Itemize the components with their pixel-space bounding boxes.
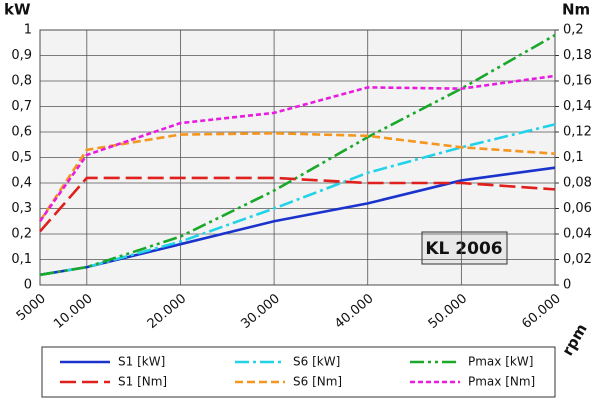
- y-tick-label: 0,2: [11, 227, 32, 242]
- x-tick-label: 5000: [14, 291, 49, 324]
- legend: [41, 346, 556, 398]
- y-tick-label: 0,6: [11, 125, 32, 140]
- x-axis-title: rpm: [558, 321, 590, 359]
- x-tick-label: 20.000: [145, 291, 189, 332]
- y-tick-label: 0,9: [11, 48, 32, 63]
- y2-tick-label: 0,16: [563, 74, 592, 89]
- y-tick-label: 0,3: [11, 201, 32, 216]
- y-tick-label: 1: [24, 23, 32, 38]
- y2-tick-label: 0,08: [563, 176, 592, 191]
- y-tick-label: 0,4: [11, 176, 32, 191]
- legend-label: S1 [kW]: [118, 355, 165, 369]
- x-tick-label: 30.000: [238, 291, 282, 332]
- annotation: KL 2006: [425, 239, 502, 259]
- y-axis-title: kW: [4, 1, 31, 19]
- x-tick-label: 40.000: [332, 291, 376, 332]
- y-tick-label: 0,1: [11, 252, 32, 267]
- y2-tick-label: 0,12: [563, 125, 592, 140]
- series-line: [39, 33, 556, 277]
- y2-tick-label: 0,1: [563, 150, 584, 165]
- y2-tick-label: 0,06: [563, 201, 592, 216]
- x-tick-label: 50.000: [426, 291, 470, 332]
- annotation-box: [421, 231, 508, 265]
- legend-label: S1 [Nm]: [118, 375, 167, 389]
- y-tick-label: 0,7: [11, 99, 32, 114]
- y-tick-label: 0: [24, 278, 32, 293]
- y2-tick-label: 0,18: [563, 48, 592, 63]
- series-line: [38, 131, 556, 222]
- y2-tick-label: 0: [563, 278, 571, 293]
- y2-tick-label: 0,02: [563, 252, 592, 267]
- series-line: [39, 166, 556, 277]
- legend-label: Pmax [kW]: [468, 355, 533, 369]
- x-tick-label: 10.000: [51, 291, 95, 332]
- y2-tick-label: 0,14: [563, 99, 592, 114]
- y-tick-label: 0,5: [11, 150, 32, 165]
- series-line: [38, 74, 556, 222]
- legend-label: S6 [kW]: [293, 355, 340, 369]
- y2-tick-label: 0,2: [563, 23, 584, 38]
- x-tick-label: 60.000: [519, 291, 563, 332]
- y2-tick-label: 0,04: [563, 227, 592, 242]
- series-line: [39, 176, 556, 233]
- legend-label: S6 [Nm]: [293, 375, 342, 389]
- y2-axis-title: Nm: [562, 1, 590, 19]
- series-line: [39, 123, 556, 277]
- legend-label: Pmax [Nm]: [468, 375, 535, 389]
- y-tick-label: 0,8: [11, 74, 32, 89]
